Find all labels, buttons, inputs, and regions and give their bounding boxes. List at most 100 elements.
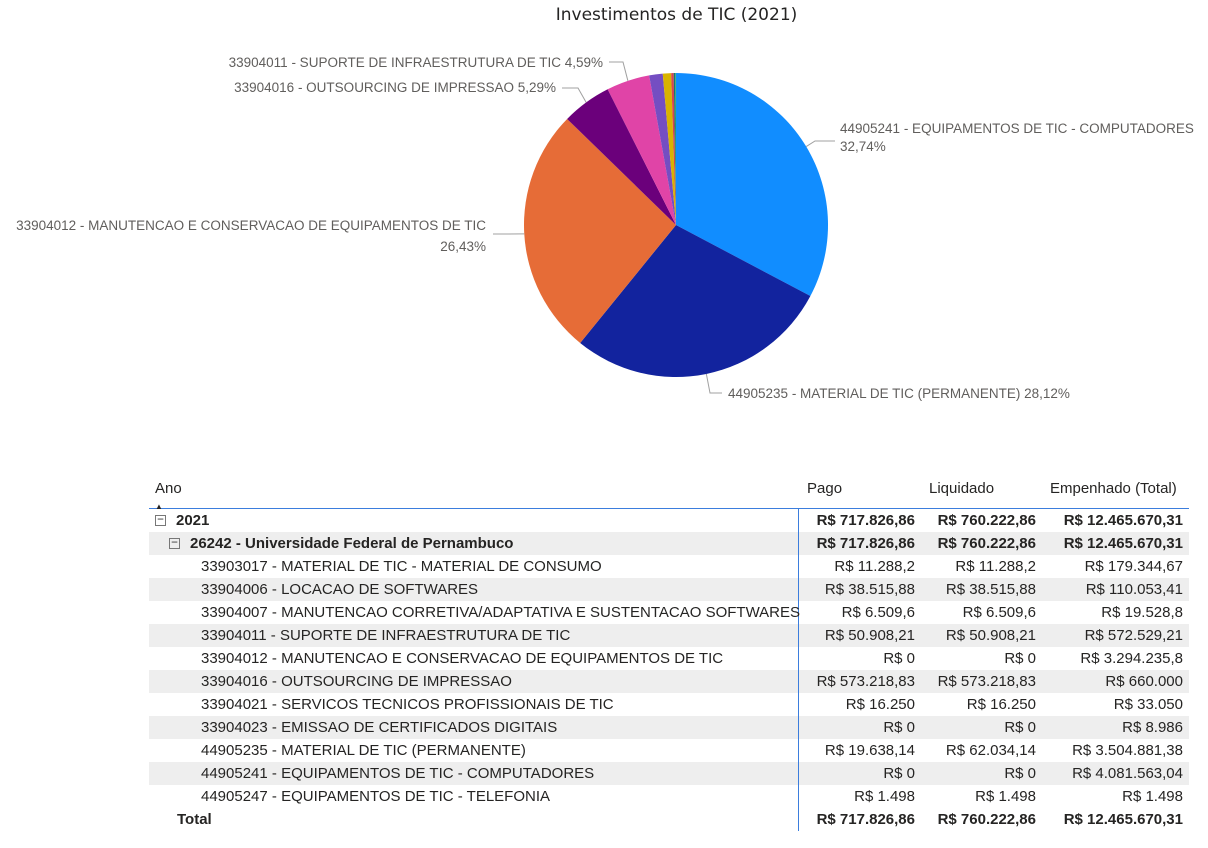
row-label: 44905241 - EQUIPAMENTOS DE TIC - COMPUTA… [149, 762, 799, 785]
row-empenhado: R$ 3.504.881,38 [1072, 742, 1183, 759]
pie-slice[interactable] [649, 73, 676, 225]
table-row: 44905241 - EQUIPAMENTOS DE TIC - COMPUTA… [149, 762, 1189, 785]
row-label: 33903017 - MATERIAL DE TIC - MATERIAL DE… [149, 555, 799, 578]
pie-slice[interactable] [567, 89, 676, 225]
row-liquidado: R$ 50.908,21 [945, 627, 1036, 644]
header-ano-label: Ano [155, 480, 182, 497]
table-row: 33904012 - MANUTENCAO E CONSERVACAO DE E… [149, 647, 1189, 670]
pie-slice[interactable] [673, 73, 676, 225]
row-empenhado: R$ 572.529,21 [1084, 627, 1183, 644]
row-pago: R$ 50.908,21 [824, 627, 915, 644]
row-empenhado: R$ 8.986 [1122, 719, 1183, 736]
row-pago: R$ 11.288,2 [834, 558, 915, 575]
row-label: 33904023 - EMISSAO DE CERTIFICADOS DIGIT… [149, 716, 799, 739]
row-label: 33904011 - SUPORTE DE INFRAESTRUTURA DE … [149, 624, 799, 647]
row-empenhado: R$ 33.050 [1113, 696, 1183, 713]
row-empenhado: R$ 19.528,8 [1101, 604, 1183, 621]
row-empenhado: R$ 3.294.235,8 [1080, 650, 1183, 667]
total-pago: R$ 717.826,86 [816, 811, 915, 828]
pie-slice[interactable] [662, 73, 676, 225]
row-empenhado: R$ 660.000 [1105, 673, 1183, 690]
year-pago: R$ 717.826,86 [816, 512, 915, 529]
total-label: Total [149, 808, 799, 831]
row-label: 33904006 - LOCACAO DE SOFTWARES [149, 578, 799, 601]
row-pago: R$ 1.498 [854, 788, 915, 805]
table-row: 44905235 - MATERIAL DE TIC (PERMANENTE) R… [149, 739, 1189, 762]
table-row: 33904021 - SERVICOS TECNICOS PROFISSIONA… [149, 693, 1189, 716]
year-liquidado: R$ 760.222,86 [937, 512, 1036, 529]
header-liquidado[interactable]: Liquidado [929, 480, 995, 497]
table-row: 33904007 - MANUTENCAO CORRETIVA/ADAPTATI… [149, 601, 1189, 624]
row-label: 33904021 - SERVICOS TECNICOS PROFISSIONA… [149, 693, 799, 716]
org-liquidado: R$ 760.222,86 [937, 535, 1036, 552]
leader-line [562, 87, 587, 103]
slice-label: 33904011 - SUPORTE DE INFRAESTRUTURA DE … [229, 55, 603, 70]
table-row: 33903017 - MATERIAL DE TIC - MATERIAL DE… [149, 555, 1189, 578]
pie-chart[interactable]: 44905241 - EQUIPAMENTOS DE TIC - COMPUTA… [0, 0, 1208, 440]
slice-label: 33904012 - MANUTENCAO E CONSERVACAO DE E… [16, 218, 486, 233]
org-pago: R$ 717.826,86 [816, 535, 915, 552]
slice-label: 44905241 - EQUIPAMENTOS DE TIC - COMPUTA… [840, 121, 1194, 136]
row-pago: R$ 16.250 [845, 696, 915, 713]
table-row: 44905247 - EQUIPAMENTOS DE TIC - TELEFON… [149, 785, 1189, 808]
leader-line [705, 373, 722, 394]
row-liquidado: R$ 62.034,14 [945, 742, 1036, 759]
row-liquidado: R$ 1.498 [975, 788, 1036, 805]
row-liquidado: R$ 0 [1004, 719, 1036, 736]
row-liquidado: R$ 38.515,88 [945, 581, 1036, 598]
slice-percent-label: 32,74% [840, 139, 886, 154]
year-row: − 2021 R$ 717.826,86 R$ 760.222,86 R$ 12… [149, 509, 1189, 532]
row-liquidado: R$ 16.250 [966, 696, 1036, 713]
row-pago: R$ 0 [883, 719, 915, 736]
matrix-table: Ano ▲ Pago Liquidado Empenhado (Total) −… [149, 476, 1189, 831]
matrix-header: Ano ▲ Pago Liquidado Empenhado (Total) [149, 476, 1189, 511]
table-row: 33904011 - SUPORTE DE INFRAESTRUTURA DE … [149, 624, 1189, 647]
row-pago: R$ 0 [883, 650, 915, 667]
row-label: 33904012 - MANUTENCAO E CONSERVACAO DE E… [149, 647, 799, 670]
row-pago: R$ 573.218,83 [816, 673, 915, 690]
slice-label: 33904016 - OUTSOURCING DE IMPRESSAO 5,29… [234, 80, 556, 95]
chart-title: Investimentos de TIC (2021) [555, 5, 798, 25]
leader-line [805, 140, 835, 147]
row-pago: R$ 38.515,88 [824, 581, 915, 598]
pie-slice[interactable] [524, 118, 676, 343]
row-pago: R$ 19.638,14 [824, 742, 915, 759]
row-empenhado: R$ 110.053,41 [1085, 581, 1183, 598]
sort-ascending-icon[interactable]: ▲ [155, 502, 163, 511]
detail-rows: 33903017 - MATERIAL DE TIC - MATERIAL DE… [149, 555, 1189, 808]
row-label: 33904016 - OUTSOURCING DE IMPRESSAO [149, 670, 799, 693]
year-row-label: − 2021 [149, 509, 799, 532]
row-liquidado: R$ 0 [1004, 650, 1036, 667]
org-row: − 26242 - Universidade Federal de Pernam… [149, 532, 1189, 555]
header-ano[interactable]: Ano ▲ [149, 480, 799, 511]
table-row: 33904023 - EMISSAO DE CERTIFICADOS DIGIT… [149, 716, 1189, 739]
header-empenhado[interactable]: Empenhado (Total) [1050, 480, 1177, 497]
slice-label: 44905235 - MATERIAL DE TIC (PERMANENTE) … [728, 386, 1070, 401]
row-pago: R$ 0 [883, 765, 915, 782]
total-liquidado: R$ 760.222,86 [937, 811, 1036, 828]
table-row: 33904006 - LOCACAO DE SOFTWARES R$ 38.515… [149, 578, 1189, 601]
row-empenhado: R$ 1.498 [1122, 788, 1183, 805]
total-row: Total R$ 717.826,86 R$ 760.222,86 R$ 12.… [149, 808, 1189, 831]
pie-slice[interactable] [676, 73, 828, 297]
header-pago[interactable]: Pago [807, 480, 843, 497]
leader-line [609, 61, 629, 81]
row-empenhado: R$ 179.344,67 [1084, 558, 1183, 575]
collapse-icon[interactable]: − [155, 515, 166, 526]
year-label: 2021 [176, 512, 210, 529]
org-label: 26242 - Universidade Federal de Pernambu… [190, 535, 514, 552]
pie-slice[interactable] [671, 73, 676, 226]
collapse-icon[interactable]: − [169, 538, 180, 549]
row-label: 44905247 - EQUIPAMENTOS DE TIC - TELEFON… [149, 785, 799, 808]
row-label: 44905235 - MATERIAL DE TIC (PERMANENTE) [149, 739, 799, 762]
pie-slice[interactable] [607, 75, 676, 225]
pie-slice[interactable] [580, 225, 811, 377]
row-liquidado: R$ 573.218,83 [937, 673, 1036, 690]
row-liquidado: R$ 0 [1004, 765, 1036, 782]
row-pago: R$ 6.509,6 [841, 604, 915, 621]
row-label: 33904007 - MANUTENCAO CORRETIVA/ADAPTATI… [149, 601, 800, 624]
org-empenhado: R$ 12.465.670,31 [1063, 535, 1183, 552]
row-liquidado: R$ 11.288,2 [955, 558, 1036, 575]
org-row-label: − 26242 - Universidade Federal de Pernam… [149, 532, 799, 555]
pie-slice[interactable] [675, 73, 676, 225]
